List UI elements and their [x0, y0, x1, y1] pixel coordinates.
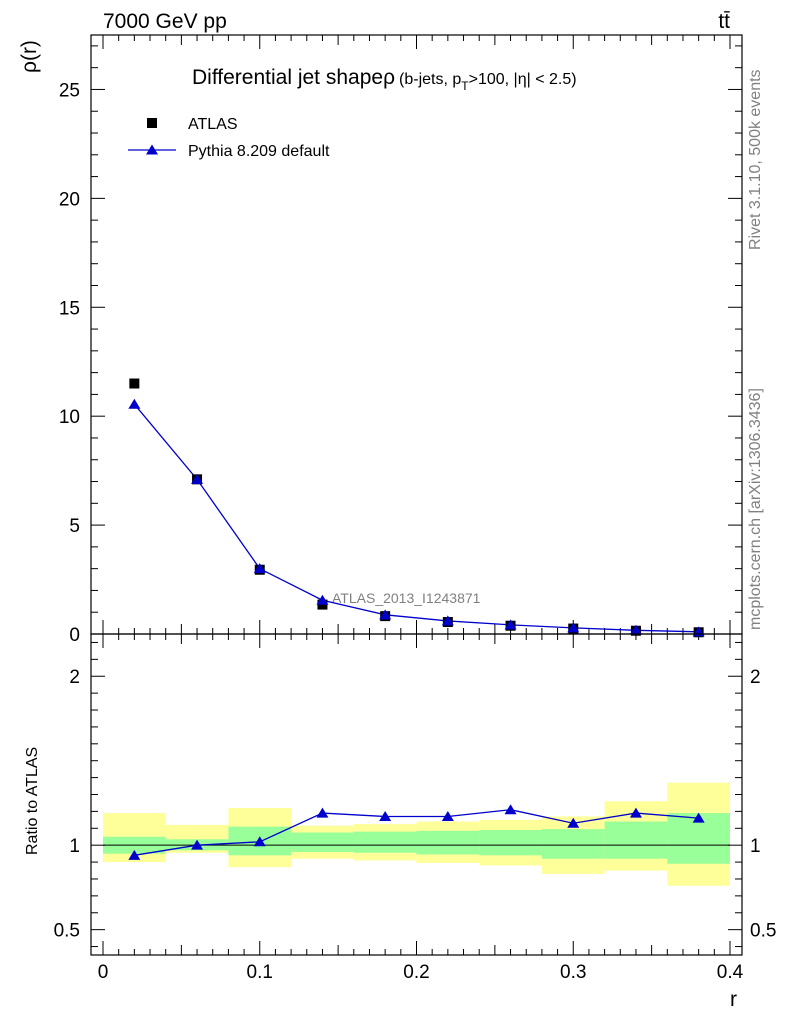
tick-labels: 0 0.1 0.2 0.3 0.4 0 5 10 15 20 25 0.5 0.5 1 1 2 2	[54, 80, 777, 983]
pythia-point	[316, 594, 329, 605]
ratio-band-inner	[416, 830, 480, 855]
y-tick-label-ratio-right: 1	[750, 836, 761, 857]
x-tick-label: 0.1	[247, 962, 273, 983]
title-main: Differential jet shape	[192, 66, 383, 89]
pythia-ratio-point	[379, 810, 392, 821]
x-tick-label: 0.2	[403, 962, 429, 983]
pythia-ratio-point	[253, 836, 266, 847]
mcplots-label: mcplots.cern.ch [arXiv:1306.3436]	[747, 388, 764, 630]
pythia-ratio-point	[504, 804, 517, 815]
ratio-band-inner	[353, 831, 417, 853]
x-axis-label: r	[730, 988, 737, 1011]
pythia-point	[567, 622, 580, 633]
y-tick-label-top: 20	[59, 189, 80, 210]
x-tick-label: 0.3	[560, 962, 586, 983]
pythia-ratio-line	[134, 809, 699, 856]
pythia-ratio-point	[128, 849, 141, 860]
pythia-point	[629, 624, 642, 635]
pythia-ratio-point	[441, 810, 454, 821]
y-tick-label-ratio: 1	[69, 836, 80, 857]
pythia-line	[133, 403, 699, 633]
y-tick-label-top: 25	[59, 80, 80, 101]
pythia-ratio-point	[567, 817, 580, 828]
x-tick-label: 0.4	[717, 962, 744, 983]
pythia-point	[441, 615, 454, 626]
y-tick-label-ratio-right: 2	[750, 667, 761, 688]
pythia-ratio-point	[316, 807, 329, 818]
analysis-label: ATLAS_2013_I1243871	[332, 590, 481, 606]
ratio-band-inner	[604, 821, 668, 859]
pythia-point	[191, 473, 204, 484]
y-tick-label-top: 10	[59, 407, 80, 428]
y-axis-label-ratio: Ratio to ATLAS	[24, 747, 41, 855]
y-axis-label-top: ρ(r)	[18, 40, 41, 73]
pythia-ratio-point	[629, 807, 642, 818]
title-cut-sub: T	[461, 79, 469, 93]
ratio-panel-frame	[90, 633, 743, 956]
pythia-point	[253, 563, 266, 574]
y-tick-label-top: 15	[59, 298, 80, 319]
pythia-point	[379, 609, 392, 620]
pythia-ratio-point	[692, 812, 705, 823]
ratio-band-inner	[291, 832, 354, 852]
title-rho: ρ	[383, 66, 395, 89]
title-cut-2: >100, |η| < 2.5)	[469, 71, 577, 88]
pythia-point	[504, 619, 517, 630]
header-process-label: tt̄	[718, 10, 730, 33]
legend-pythia-marker	[146, 144, 158, 155]
x-tick-label: 0	[98, 962, 109, 983]
chart-title: Differential jet shapeρ (b-jets, pT>100, …	[192, 66, 577, 93]
y-tick-label-ratio-right: 0.5	[750, 921, 776, 942]
ratio-band-inner	[479, 829, 542, 856]
y-tick-label-top: 0	[69, 625, 80, 646]
data-series	[128, 378, 705, 860]
y-tick-label-ratio: 0.5	[54, 921, 80, 942]
ratio-band-inner	[541, 829, 605, 859]
ratio-bands	[103, 782, 730, 886]
legend-pythia-label: Pythia 8.209 default	[188, 143, 330, 160]
title-cut-1: (b-jets, p	[399, 71, 461, 88]
legend-atlas-marker	[147, 118, 157, 128]
rivet-version-label: Rivet 3.1.10, 500k events	[747, 69, 764, 250]
pythia-point	[128, 398, 141, 409]
y-tick-label-top: 5	[69, 516, 80, 537]
header-energy-label: 7000 GeV pp	[103, 10, 227, 33]
legend-atlas-label: ATLAS	[188, 116, 238, 133]
pythia-ratio-point	[191, 839, 204, 850]
y-tick-label-ratio: 2	[69, 667, 80, 688]
atlas-point	[129, 378, 140, 389]
